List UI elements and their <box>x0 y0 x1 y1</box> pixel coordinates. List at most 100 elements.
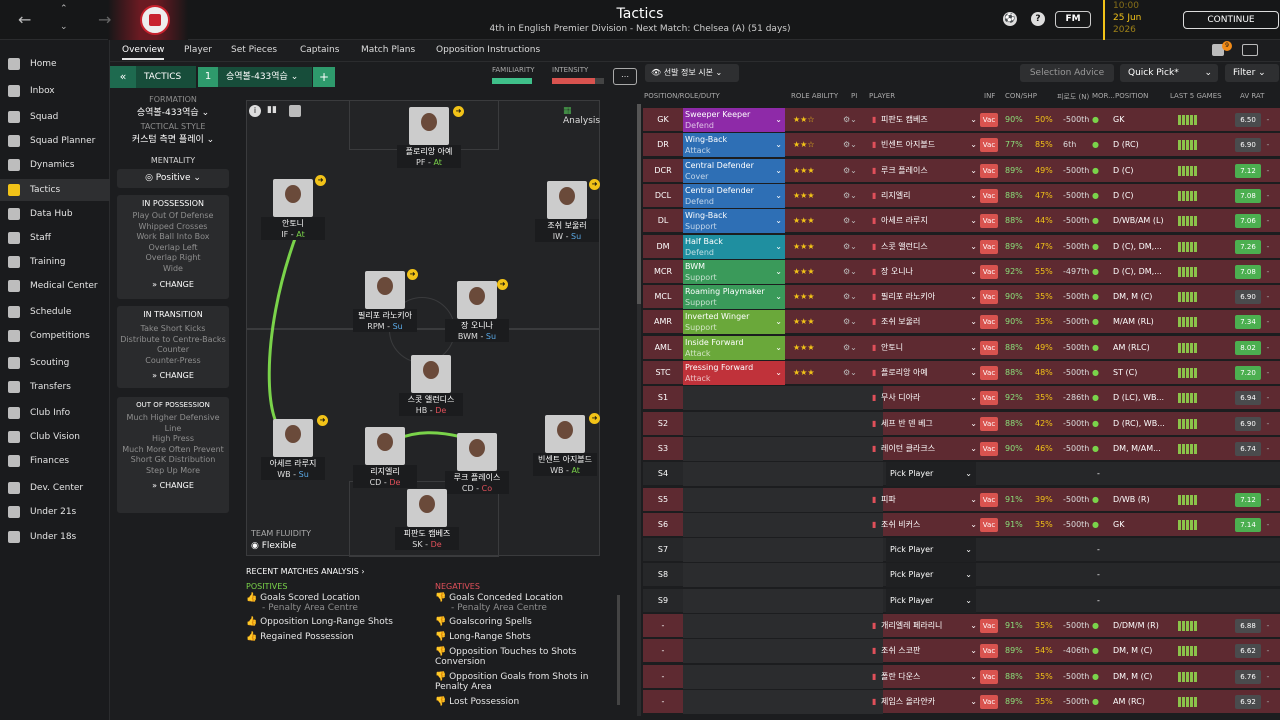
header-role-ability[interactable]: ROLE ABILITY <box>791 92 839 100</box>
sidebar-item-home[interactable]: Home <box>0 53 110 75</box>
sidebar-item-training[interactable]: Training <box>0 251 110 273</box>
tab-match-plans[interactable]: Match Plans <box>361 45 416 55</box>
player-name[interactable]: 장 오니나 ⌄ <box>881 260 981 284</box>
table-row[interactable]: MCL Roaming Playmaker Support ⌄ ★★★ ⚙⌄ ▮ 필리포 라노… <box>643 285 1280 309</box>
row-action[interactable]: - <box>1266 317 1270 326</box>
player-card-amr[interactable]: 조쉬 보울러 IW - Su <box>535 181 599 242</box>
player-name[interactable]: 레이턴 클라크스 ⌄ <box>881 437 981 461</box>
player-name[interactable]: 조쉬 비커스 ⌄ <box>881 513 981 537</box>
table-row[interactable]: - ▮ 개리엘레 페라리니 ⌄ Vac 91% 35% -500th ● D/DM/M (R) 6.… <box>643 614 1280 638</box>
sidebar-item-squad-planner[interactable]: Squad Planner <box>0 130 110 152</box>
view-selector[interactable]: 👁 선발 정보 시본 ⌄ <box>645 64 739 82</box>
sidebar-item-club-vision[interactable]: Club Vision <box>0 426 110 448</box>
player-name[interactable]: 플로리앙 아예 ⌄ <box>881 361 981 385</box>
pi-icon[interactable]: ⚙⌄ <box>843 115 857 124</box>
tab-overview[interactable]: Overview <box>122 45 165 60</box>
pi-icon[interactable]: ⚙⌄ <box>843 242 857 251</box>
sidebar-item-under-18s[interactable]: Under 18s <box>0 526 110 548</box>
negative-item[interactable]: 👎 Opposition Touches to Shots Conversion <box>435 647 615 667</box>
in-transition-change-button[interactable]: » CHANGE <box>152 371 194 380</box>
table-row[interactable]: STC Pressing Forward Attack ⌄ ★★★ ⚙⌄ ▮ 플로리앙 아예 ⌄… <box>643 361 1280 385</box>
in-possession-change-button[interactable]: » CHANGE <box>152 280 194 289</box>
sidebar-item-squad[interactable]: Squad <box>0 106 110 128</box>
player-card-dm[interactable]: 스콧 앨런디스 HB - De <box>399 355 463 416</box>
header-inf[interactable]: INF <box>984 92 996 100</box>
player-name[interactable]: 조쉬 보울러 ⌄ <box>881 310 981 334</box>
sidebar-item-finances[interactable]: Finances <box>0 450 110 472</box>
positive-item[interactable]: 👍 Goals Scored Location <box>246 593 426 603</box>
add-tactic-button[interactable]: + <box>313 67 335 87</box>
people-icon[interactable] <box>1212 44 1224 56</box>
tactic-name-dropdown[interactable]: 승역볼-433역습 ⌄ <box>218 67 312 87</box>
role-cell[interactable]: Pressing Forward Attack ⌄ <box>683 361 785 385</box>
quick-pick-button[interactable]: Quick Pick* ⌄ <box>1120 64 1218 82</box>
table-row[interactable]: MCR BWM Support ⌄ ★★★ ⚙⌄ ▮ 장 오니나 ⌄ Vac 92% 55% -497t… <box>643 260 1280 284</box>
fullscreen-icon[interactable] <box>1242 44 1258 56</box>
tab-captains[interactable]: Captains <box>300 45 340 55</box>
role-cell[interactable]: Inverted Winger Support ⌄ <box>683 310 785 334</box>
pi-icon[interactable]: ⚙⌄ <box>843 216 857 225</box>
continue-button[interactable]: CONTINUE <box>1183 11 1279 29</box>
tab-player[interactable]: Player <box>184 45 213 55</box>
player-name[interactable]: 아세르 라루지 ⌄ <box>881 209 981 233</box>
role-cell[interactable]: Central Defender Defend ⌄ <box>683 184 785 208</box>
row-action[interactable]: - <box>1266 343 1270 352</box>
row-action[interactable]: - <box>1266 242 1270 251</box>
player-name[interactable]: 피파 ⌄ <box>881 488 981 512</box>
table-row[interactable]: - ▮ 폴란 다운스 ⌄ Vac 88% 35% -500th ● DM, M (C) 6.76- <box>643 665 1280 689</box>
sidebar-item-medical-center[interactable]: Medical Center <box>0 275 110 297</box>
info-icon[interactable]: i <box>249 105 261 117</box>
role-cell[interactable]: Inside Forward Attack ⌄ <box>683 336 785 360</box>
player-name[interactable]: 루크 플레이스 ⌄ <box>881 159 981 183</box>
header-natural-position[interactable]: POSITION <box>1115 92 1149 100</box>
row-action[interactable]: - <box>1266 115 1270 124</box>
negative-item[interactable]: 👎 Lost Possession <box>435 697 615 707</box>
header-player[interactable]: PLAYER <box>869 92 896 100</box>
filter-button[interactable]: Filter ⌄ <box>1225 64 1279 82</box>
row-action[interactable]: - <box>1266 393 1270 402</box>
bar-chart-icon[interactable]: ▮▮ <box>267 105 277 115</box>
row-action[interactable]: - <box>1266 216 1270 225</box>
sidebar-item-data-hub[interactable]: Data Hub <box>0 203 110 225</box>
positive-item[interactable]: 👍 Opposition Long-Range Shots <box>246 617 426 627</box>
table-row[interactable]: S5 ▮ 피파 ⌄ Vac 91% 39% -500th ● D/WB (R) 7.12- <box>643 488 1280 512</box>
negative-item[interactable]: 👎 Opposition Goals from Shots in Penalty… <box>435 672 615 692</box>
row-action[interactable]: - <box>1266 697 1270 706</box>
role-cell[interactable]: Wing-Back Attack ⌄ <box>683 133 785 157</box>
tab-set-pieces[interactable]: Set Pieces <box>231 45 278 55</box>
table-row[interactable]: DR Wing-Back Attack ⌄ ★★☆ ⚙⌄ ▮ 빈센트 아지볼드 ⌄ Vac 77% 8… <box>643 133 1280 157</box>
table-scrollbar-thumb[interactable] <box>637 104 641 304</box>
row-action[interactable]: - <box>1266 646 1270 655</box>
table-row[interactable]: - ▮ 조쉬 스코판 ⌄ Vac 89% 54% -406th ● DM, M (C) 6.62- <box>643 639 1280 663</box>
pick-player-dropdown[interactable]: Pick Player ⌄ <box>886 589 976 613</box>
pi-icon[interactable]: ⚙⌄ <box>843 267 857 276</box>
player-card-gk[interactable]: 피판도 캠베즈 SK - De <box>395 489 459 550</box>
sidebar-item-staff[interactable]: Staff <box>0 227 110 249</box>
player-name[interactable]: 세프 반 덴 베그 ⌄ <box>881 412 981 436</box>
pi-icon[interactable]: ⚙⌄ <box>843 191 857 200</box>
selection-advice-button[interactable]: Selection Advice <box>1020 64 1114 82</box>
role-cell[interactable]: Roaming Playmaker Support ⌄ <box>683 285 785 309</box>
role-cell[interactable]: Wing-Back Support ⌄ <box>683 209 785 233</box>
table-row[interactable]: AMR Inverted Winger Support ⌄ ★★★ ⚙⌄ ▮ 조쉬 보울러 ⌄ V… <box>643 310 1280 334</box>
table-row[interactable]: GK Sweeper Keeper Defend ⌄ ★★☆ ⚙⌄ ▮ 피판도 캠베즈 ⌄ Vac… <box>643 108 1280 132</box>
sidebar-item-under-21s[interactable]: Under 21s <box>0 501 110 523</box>
player-card-aml[interactable]: 안토니 IF - At <box>261 179 325 240</box>
header-av-rat[interactable]: AV RAT <box>1240 92 1265 100</box>
player-card-dl[interactable]: 아세르 라루지 WB - Su <box>261 419 325 480</box>
role-cell[interactable]: Half Back Defend ⌄ <box>683 235 785 259</box>
player-name[interactable]: 스콧 앨런디스 ⌄ <box>881 235 981 259</box>
tab-opposition-instructions[interactable]: Opposition Instructions <box>436 45 541 55</box>
sidebar-item-inbox[interactable]: Inbox <box>0 80 110 102</box>
header-last-5-games[interactable]: LAST 5 GAMES <box>1170 92 1222 100</box>
table-row[interactable]: S2 ▮ 세프 반 덴 베그 ⌄ Vac 88% 42% -500th ● D (RC), WB.… <box>643 412 1280 436</box>
tactic-options-button[interactable]: ⋯ <box>613 68 637 85</box>
header-position[interactable]: POSITION/ROLE/DUTY <box>644 92 720 100</box>
player-name[interactable]: 무사 디아라 ⌄ <box>881 386 981 410</box>
table-row[interactable]: DCL Central Defender Defend ⌄ ★★★ ⚙⌄ ▮ 리지엘리 ⌄ Vac… <box>643 184 1280 208</box>
row-action[interactable]: - <box>1266 166 1270 175</box>
player-card-stc[interactable]: 플로리앙 아예 PF - At <box>397 107 461 168</box>
table-row[interactable]: DL Wing-Back Support ⌄ ★★★ ⚙⌄ ▮ 아세르 라루지 ⌄ Vac 88% 4… <box>643 209 1280 233</box>
table-row[interactable]: S1 ▮ 무사 디아라 ⌄ Vac 92% 35% -286th ● D (LC), WB... 6… <box>643 386 1280 410</box>
row-action[interactable]: - <box>1266 419 1270 428</box>
